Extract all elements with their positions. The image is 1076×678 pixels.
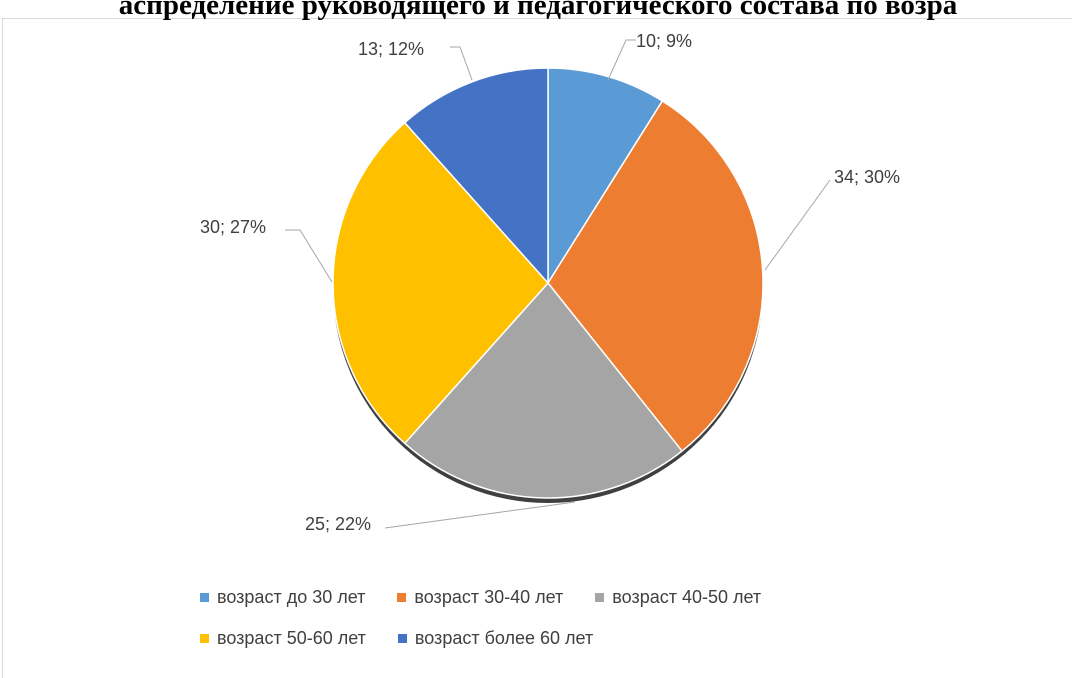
legend-label-30-40: возраст 30-40 лет: [414, 587, 564, 607]
legend-row-1: возраст до 30 лет возраст 30-40 лет возр…: [200, 587, 793, 608]
leader-line-1: [764, 179, 831, 271]
data-label-4: 13; 12%: [358, 39, 424, 59]
legend-item-30-40: возраст 30-40 лет: [397, 587, 563, 608]
legend-label-40-50: возраст 40-50 лет: [612, 587, 762, 607]
legend-item-50-60: возраст 50-60 лет: [200, 628, 366, 649]
chart-title: аспределение руководящего и педагогическ…: [118, 0, 958, 20]
pie-slice-2: [403, 281, 684, 499]
data-label-3: 30; 27%: [200, 217, 266, 237]
chart-frame: [2, 18, 1072, 678]
legend-swatch-50-60: [200, 634, 209, 643]
pie-slice-1: [547, 99, 764, 453]
legend-item-over-60: возраст более 60 лет: [397, 628, 594, 649]
data-label-0: 10; 9%: [636, 31, 692, 51]
pie-slice-3: [332, 121, 550, 445]
legend-swatch-under-30: [200, 593, 209, 602]
pie-slice-4: [403, 67, 549, 285]
legend-row-2: возраст 50-60 лет возраст более 60 лет: [200, 628, 625, 649]
leader-line-0: [607, 39, 636, 81]
legend-item-40-50: возраст 40-50 лет: [595, 587, 761, 608]
data-label-1: 34; 30%: [834, 167, 900, 187]
leader-line-3: [285, 229, 333, 283]
legend-label-over-60: возраст более 60 лет: [414, 628, 594, 648]
legend-swatch-30-40: [397, 593, 407, 602]
pie-slice-0: [547, 67, 664, 286]
legend-swatch-40-50: [595, 593, 605, 602]
legend-label-under-30: возраст до 30 лет: [217, 587, 366, 607]
data-label-2: 25; 22%: [305, 514, 371, 534]
legend-item-under-30: возраст до 30 лет: [200, 587, 365, 608]
legend-label-50-60: возраст 50-60 лет: [217, 628, 366, 648]
legend-swatch-over-60: [397, 634, 407, 643]
leader-line-2: [384, 501, 576, 529]
leader-line-4: [450, 46, 473, 81]
